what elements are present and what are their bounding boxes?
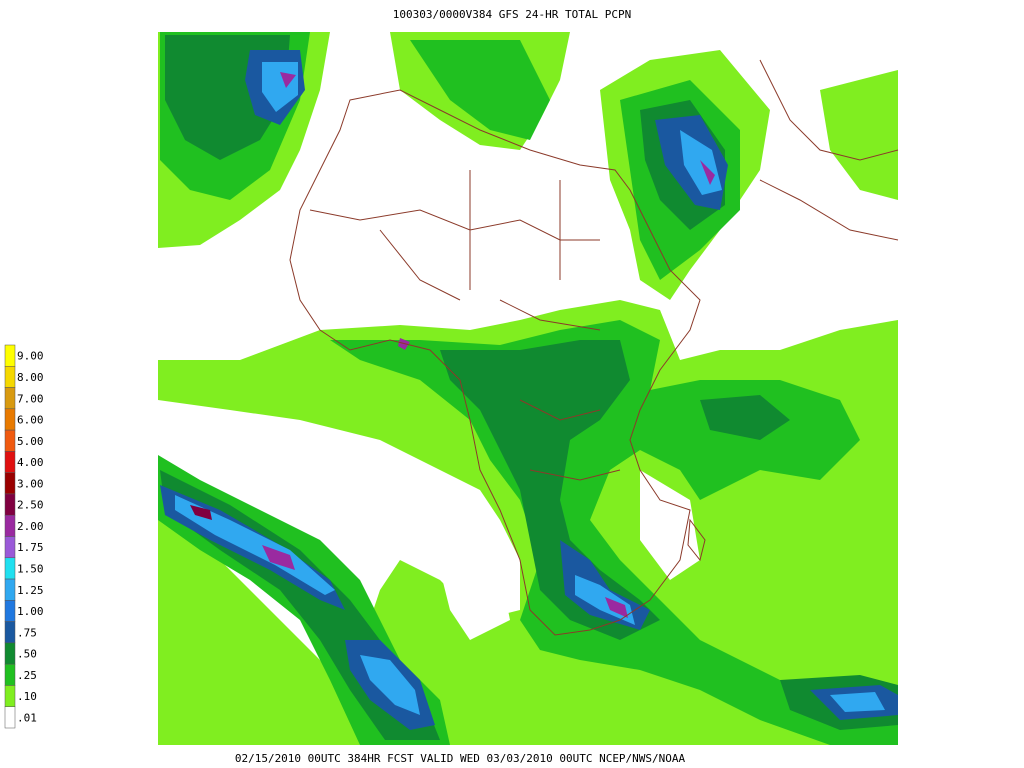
legend-label: .10 [17, 690, 37, 703]
legend-swatch [4, 344, 16, 367]
legend-label: 4.00 [17, 456, 44, 469]
legend-swatch [4, 408, 16, 431]
legend-swatch [4, 706, 16, 729]
legend-label: 9.00 [17, 350, 44, 363]
legend: 9.00 8.00 7.00 6.00 5.00 4.00 3.00 2.50 2.00 1.75… [4, 344, 44, 729]
legend-label: 2.50 [17, 499, 44, 512]
legend-swatch [4, 366, 16, 388]
legend-swatch [4, 387, 16, 410]
legend-label: 5.00 [17, 435, 44, 448]
legend-label: 1.25 [17, 584, 44, 597]
legend-label: 1.00 [17, 605, 44, 618]
legend-swatch [4, 600, 16, 622]
legend-label: 2.00 [17, 520, 44, 533]
coastlines [289, 59, 899, 636]
legend-label: .50 [17, 648, 37, 661]
legend-swatch [4, 685, 16, 707]
map-footer: 02/15/2010 00UTC 384HR FCST VALID WED 03… [235, 752, 686, 765]
legend-swatch [4, 663, 16, 686]
legend-label: .25 [17, 669, 37, 682]
legend-swatch [4, 429, 16, 452]
legend-swatch [4, 578, 16, 601]
legend-swatch [4, 536, 16, 559]
legend-label: 1.50 [17, 562, 44, 575]
legend-swatch [4, 472, 16, 495]
legend-label: 7.00 [17, 392, 44, 405]
legend-swatch [4, 451, 16, 473]
map [158, 32, 899, 745]
legend-label: 6.00 [17, 414, 44, 427]
precip-extreme [190, 72, 715, 618]
legend-label: 1.75 [17, 541, 44, 554]
legend-swatch [4, 514, 16, 537]
map-title: 100303/0000V384 GFS 24-HR TOTAL PCPN [393, 8, 631, 21]
legend-swatch [4, 621, 16, 644]
legend-label: .75 [17, 626, 37, 639]
legend-swatch [4, 557, 16, 580]
legend-swatch [4, 642, 16, 665]
legend-label: 3.00 [17, 477, 44, 490]
legend-swatch [4, 493, 16, 516]
legend-label: 8.00 [17, 371, 44, 384]
legend-label: .01 [17, 711, 37, 724]
